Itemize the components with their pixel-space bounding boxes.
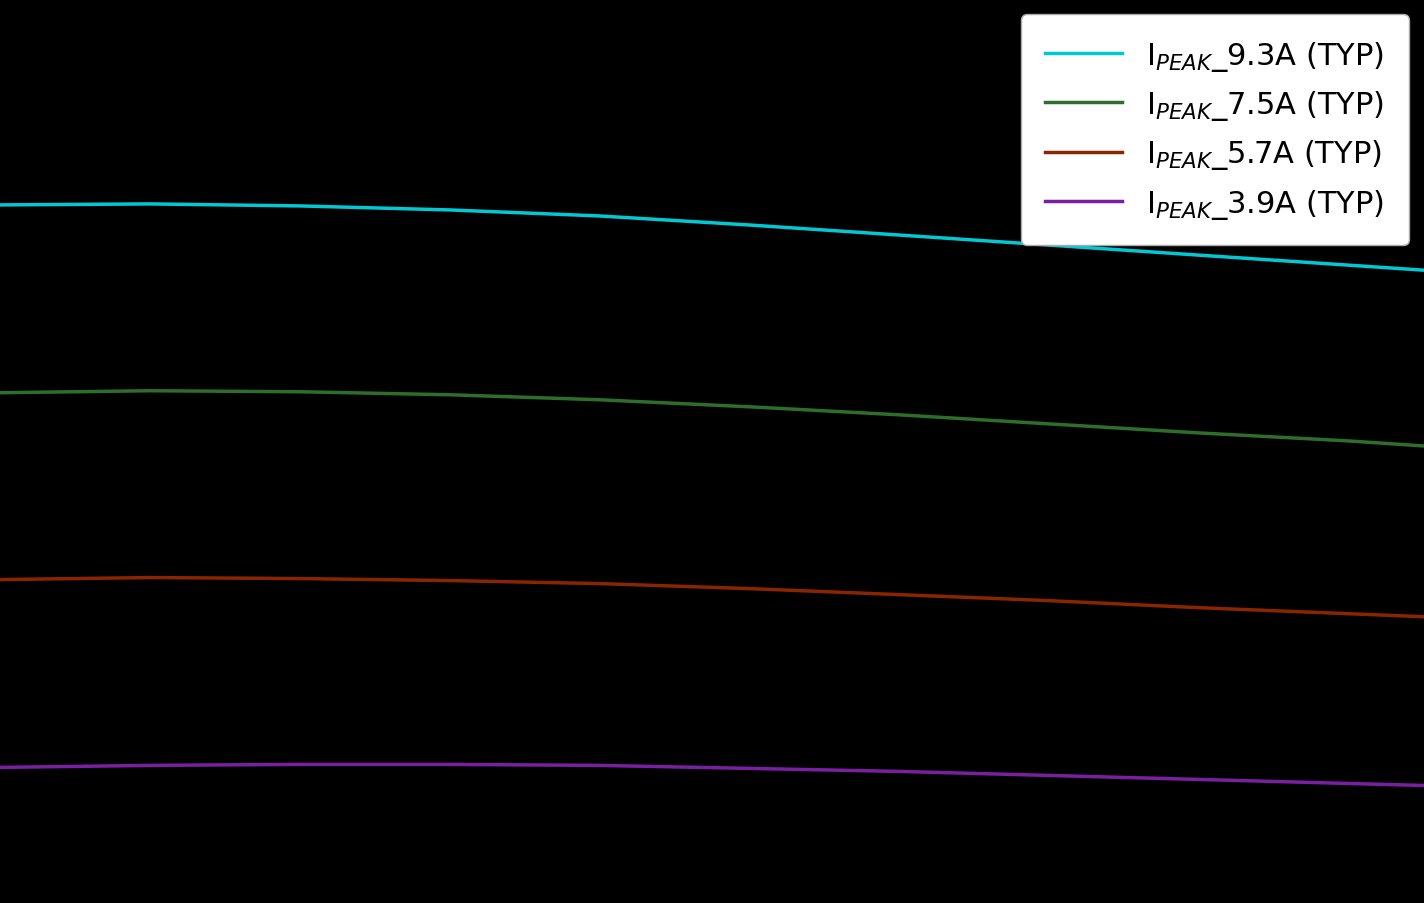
I$_{PEAK}$_3.9A (TYP) xyxy=(0,762,9,773)
I$_{PEAK}$_9.3A (TYP) xyxy=(141,200,158,210)
I$_{PEAK}$_9.3A (TYP) xyxy=(740,220,758,231)
I$_{PEAK}$_9.3A (TYP) xyxy=(1190,250,1208,261)
Line: I$_{PEAK}$_5.7A (TYP): I$_{PEAK}$_5.7A (TYP) xyxy=(0,578,1424,617)
I$_{PEAK}$_9.3A (TYP) xyxy=(1041,240,1058,251)
Legend: I$_{PEAK}$_9.3A (TYP), I$_{PEAK}$_7.5A (TYP), I$_{PEAK}$_5.7A (TYP), I$_{PEAK}$_: I$_{PEAK}$_9.3A (TYP), I$_{PEAK}$_7.5A (… xyxy=(1021,15,1408,246)
I$_{PEAK}$_5.7A (TYP) xyxy=(292,573,309,584)
I$_{PEAK}$_7.5A (TYP) xyxy=(0,388,9,399)
I$_{PEAK}$_3.9A (TYP) xyxy=(1190,774,1208,785)
Line: I$_{PEAK}$_3.9A (TYP): I$_{PEAK}$_3.9A (TYP) xyxy=(0,765,1424,786)
I$_{PEAK}$_7.5A (TYP) xyxy=(292,386,309,397)
I$_{PEAK}$_7.5A (TYP) xyxy=(441,390,459,401)
I$_{PEAK}$_3.9A (TYP) xyxy=(591,760,608,771)
I$_{PEAK}$_7.5A (TYP) xyxy=(1190,428,1208,439)
I$_{PEAK}$_7.5A (TYP) xyxy=(1415,441,1424,452)
I$_{PEAK}$_5.7A (TYP) xyxy=(1041,596,1058,607)
I$_{PEAK}$_3.9A (TYP) xyxy=(1340,778,1357,789)
I$_{PEAK}$_9.3A (TYP) xyxy=(1340,260,1357,271)
I$_{PEAK}$_7.5A (TYP) xyxy=(1041,419,1058,430)
I$_{PEAK}$_5.7A (TYP) xyxy=(591,579,608,590)
I$_{PEAK}$_9.3A (TYP) xyxy=(292,201,309,212)
I$_{PEAK}$_3.9A (TYP) xyxy=(1041,770,1058,781)
I$_{PEAK}$_9.3A (TYP) xyxy=(441,205,459,216)
I$_{PEAK}$_7.5A (TYP) xyxy=(1340,436,1357,447)
I$_{PEAK}$_3.9A (TYP) xyxy=(1415,780,1424,791)
Line: I$_{PEAK}$_7.5A (TYP): I$_{PEAK}$_7.5A (TYP) xyxy=(0,391,1424,446)
I$_{PEAK}$_3.9A (TYP) xyxy=(441,759,459,770)
I$_{PEAK}$_3.9A (TYP) xyxy=(740,763,758,774)
Line: I$_{PEAK}$_9.3A (TYP): I$_{PEAK}$_9.3A (TYP) xyxy=(0,205,1424,271)
I$_{PEAK}$_3.9A (TYP) xyxy=(141,760,158,771)
I$_{PEAK}$_5.7A (TYP) xyxy=(141,573,158,583)
I$_{PEAK}$_7.5A (TYP) xyxy=(591,395,608,405)
I$_{PEAK}$_5.7A (TYP) xyxy=(1190,602,1208,613)
I$_{PEAK}$_7.5A (TYP) xyxy=(740,402,758,413)
I$_{PEAK}$_9.3A (TYP) xyxy=(591,211,608,222)
I$_{PEAK}$_7.5A (TYP) xyxy=(141,386,158,396)
I$_{PEAK}$_9.3A (TYP) xyxy=(0,200,9,211)
I$_{PEAK}$_7.5A (TYP) xyxy=(891,410,909,421)
I$_{PEAK}$_5.7A (TYP) xyxy=(1340,609,1357,619)
I$_{PEAK}$_3.9A (TYP) xyxy=(891,766,909,777)
I$_{PEAK}$_5.7A (TYP) xyxy=(1415,611,1424,622)
I$_{PEAK}$_5.7A (TYP) xyxy=(0,574,9,585)
I$_{PEAK}$_9.3A (TYP) xyxy=(1415,265,1424,276)
I$_{PEAK}$_5.7A (TYP) xyxy=(441,575,459,586)
I$_{PEAK}$_5.7A (TYP) xyxy=(891,590,909,600)
I$_{PEAK}$_5.7A (TYP) xyxy=(740,583,758,594)
I$_{PEAK}$_9.3A (TYP) xyxy=(891,230,909,241)
I$_{PEAK}$_3.9A (TYP) xyxy=(292,759,309,770)
